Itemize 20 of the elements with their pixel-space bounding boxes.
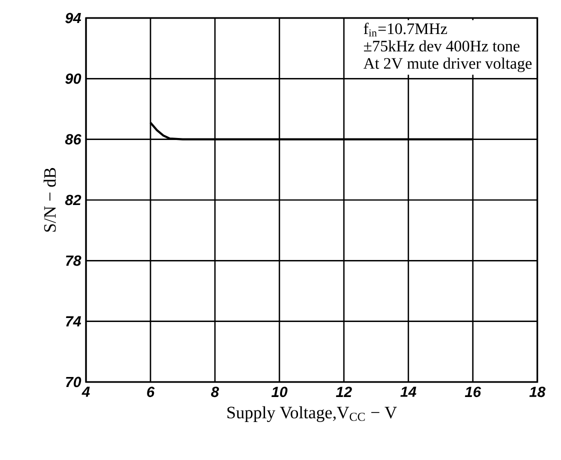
y-axis-title: S/N − dB <box>44 168 56 232</box>
x-tick-label: 8 <box>211 386 220 398</box>
x-tick-label: 10 <box>272 386 288 398</box>
annotation: f$_{in}$=10.7MHz <box>364 22 448 36</box>
x-tick-label: 12 <box>336 386 352 397</box>
y-tick-label: 74 <box>66 316 82 326</box>
y-tick-label: 78 <box>66 255 82 266</box>
y-tick-label: 86 <box>65 134 82 145</box>
x-tick-label: 6 <box>147 386 155 398</box>
y-tick-label: 70 <box>66 376 82 388</box>
x-axis-title: Supply Voltage,V$_{CC}$ − V <box>227 406 397 422</box>
x-tick-label: 18 <box>529 386 546 398</box>
x-tick-label: 16 <box>464 386 482 398</box>
y-tick-label: 82 <box>65 194 82 206</box>
annotation: ±75kHz dev 400Hz tone <box>364 40 520 52</box>
y-tick-label: 94 <box>65 12 82 24</box>
y-tick-label: 90 <box>65 73 82 84</box>
x-tick-label: 4 <box>82 386 90 397</box>
x-tick-label: 14 <box>400 386 416 397</box>
annotation: At 2V mute driver voltage <box>363 58 532 72</box>
